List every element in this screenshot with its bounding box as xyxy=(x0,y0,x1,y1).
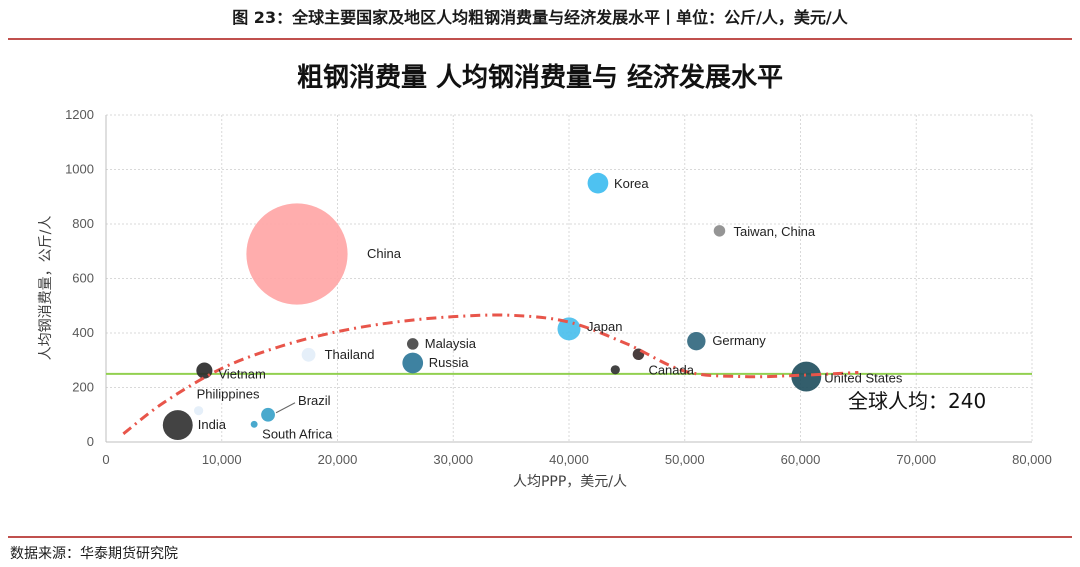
bubble-india xyxy=(162,410,193,441)
x-tick-label: 0 xyxy=(102,452,109,467)
x-tick-label: 40,000 xyxy=(549,452,589,467)
y-tick-label: 1000 xyxy=(65,162,94,177)
bubble-korea xyxy=(587,172,609,194)
label-germany: Germany xyxy=(712,333,766,348)
label-vietnam: Vietnam xyxy=(218,367,265,382)
x-tick-label: 10,000 xyxy=(202,452,242,467)
axes: 0 10,000 20,000 30,000 40,000 50,000 60,000 70,… xyxy=(65,107,1052,467)
label-korea: Korea xyxy=(614,176,649,191)
bubble-south-africa xyxy=(250,420,258,428)
figure-caption: 图 23：全球主要国家及地区人均粗钢消费量与经济发展水平丨单位：公斤/人，美元/… xyxy=(232,8,848,27)
figure-header: 图 23：全球主要国家及地区人均粗钢消费量与经济发展水平丨单位：公斤/人，美元/… xyxy=(0,0,1080,38)
y-tick-label: 1200 xyxy=(65,107,94,122)
top-rule xyxy=(8,38,1072,40)
bubble-unlabeled xyxy=(610,365,620,375)
bubbles xyxy=(106,172,1032,441)
x-tick-label: 30,000 xyxy=(433,452,473,467)
source-note: 数据来源：华泰期货研究院 xyxy=(10,546,178,562)
bubble-taiwan-china xyxy=(713,225,726,237)
bubble-malaysia xyxy=(406,338,419,350)
label-brazil: Brazil xyxy=(298,393,331,408)
x-tick-label: 60,000 xyxy=(781,452,821,467)
brazil-leader-line xyxy=(275,402,296,414)
bubble-brazil xyxy=(261,407,275,422)
label-malaysia: Malaysia xyxy=(425,336,477,351)
bubble-russia xyxy=(402,352,424,374)
bubble-thailand xyxy=(301,347,316,362)
chart-title: 粗钢消费量 人均钢消费量与 经济发展水平 xyxy=(297,62,783,93)
trend-curve xyxy=(122,313,859,436)
point-labels: China Korea Taiwan, China Japan Germany Canad… xyxy=(197,176,903,441)
bubble-united-states xyxy=(791,361,822,392)
bubble-china xyxy=(246,203,348,305)
label-thailand: Thailand xyxy=(325,347,375,362)
label-russia: Russia xyxy=(429,355,470,370)
label-taiwan-china: Taiwan, China xyxy=(733,224,815,239)
y-tick-label: 400 xyxy=(72,325,94,340)
x-tick-label: 50,000 xyxy=(665,452,705,467)
bubble-germany xyxy=(687,331,706,351)
bubble-japan xyxy=(557,317,581,341)
world-average-annotation: 全球人均：240 xyxy=(848,389,986,413)
label-india: India xyxy=(198,417,227,432)
bubble-chart: 粗钢消费量 人均钢消费量与 经济发展水平 0 10,000 20,000 30,000… xyxy=(38,62,1052,490)
x-tick-label: 80,000 xyxy=(1012,452,1052,467)
label-china: China xyxy=(367,246,402,261)
label-canada: Canada xyxy=(648,362,694,377)
label-japan: Japan xyxy=(587,319,622,334)
label-south-africa: South Africa xyxy=(262,426,333,441)
y-tick-label: 200 xyxy=(72,380,94,395)
bubble-philippines xyxy=(194,406,204,416)
label-united-states: United States xyxy=(824,371,903,386)
y-tick-label: 0 xyxy=(87,434,94,449)
y-axis-title: 人均钢消费量，公斤/人 xyxy=(38,216,54,361)
y-tick-label: 800 xyxy=(72,216,94,231)
bubble-vietnam xyxy=(196,362,213,379)
bottom-rule xyxy=(8,536,1072,538)
x-tick-label: 70,000 xyxy=(896,452,936,467)
label-philippines: Philippines xyxy=(197,387,260,402)
y-tick-label: 600 xyxy=(72,271,94,286)
x-axis-title: 人均PPP，美元/人 xyxy=(513,474,627,490)
x-tick-label: 20,000 xyxy=(318,452,358,467)
